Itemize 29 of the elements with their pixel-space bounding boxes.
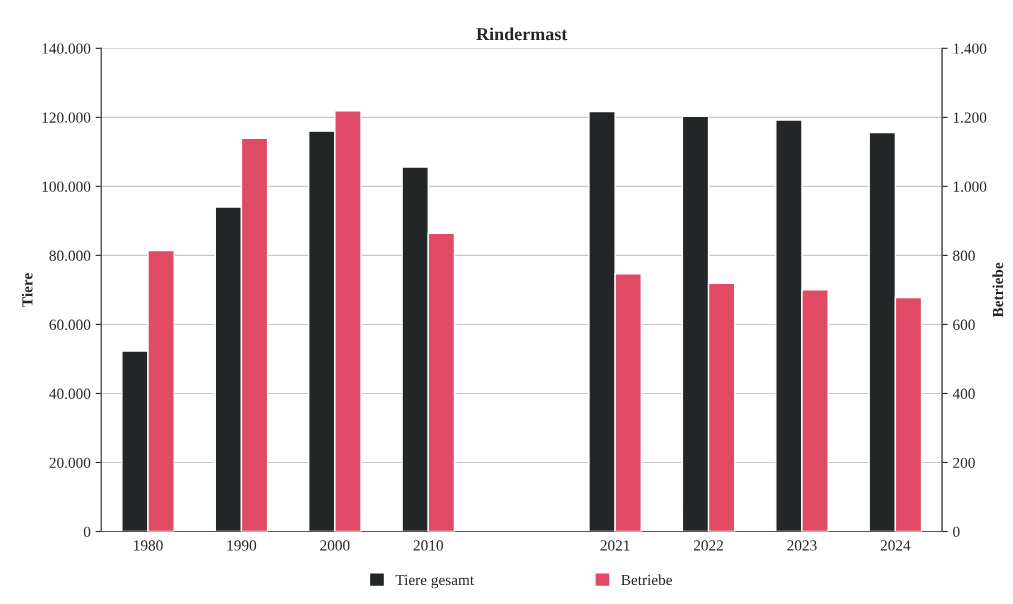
legend-label: Tiere gesamt <box>395 574 475 589</box>
y-tick-label: 40.000 <box>49 388 91 399</box>
y-tick-label: 20.000 <box>49 457 91 469</box>
y2-tick-label: 800 <box>953 250 975 261</box>
y2-axis-title: Betriebe <box>992 262 1004 318</box>
x-tick-label: 2021 <box>600 540 630 551</box>
y2-tick-label: 400 <box>952 388 975 399</box>
y2-tick-label: 600 <box>953 319 975 330</box>
x-tick-label: 1990 <box>227 540 257 551</box>
legend-label: Betriebe <box>621 574 672 586</box>
y-tick-label: 120.000 <box>42 112 91 123</box>
y-tick-label: 140.000 <box>42 43 91 54</box>
y-tick-label: 60.000 <box>49 319 91 330</box>
y-tick-label: 100.000 <box>42 181 91 192</box>
y2-tick-label: 0 <box>953 526 960 537</box>
x-tick-label: 2024 <box>880 540 911 551</box>
x-tick-label: 2010 <box>413 540 443 551</box>
y-axis-title: Tiere <box>21 273 33 307</box>
chart-title: Rindermast <box>476 27 568 41</box>
x-tick-label: 2000 <box>320 540 350 551</box>
y2-tick-label: 1.400 <box>953 43 987 54</box>
x-tick-label: 2022 <box>693 540 723 551</box>
y2-tick-label: 1.000 <box>953 181 987 192</box>
y2-tick-label: 200 <box>953 457 975 468</box>
y-tick-label: 0 <box>83 526 91 537</box>
y-tick-label: 80.000 <box>49 250 91 261</box>
x-tick-label: 1980 <box>134 540 163 551</box>
x-tick-label: 2023 <box>787 540 817 551</box>
y2-tick-label: 1.200 <box>953 112 987 123</box>
